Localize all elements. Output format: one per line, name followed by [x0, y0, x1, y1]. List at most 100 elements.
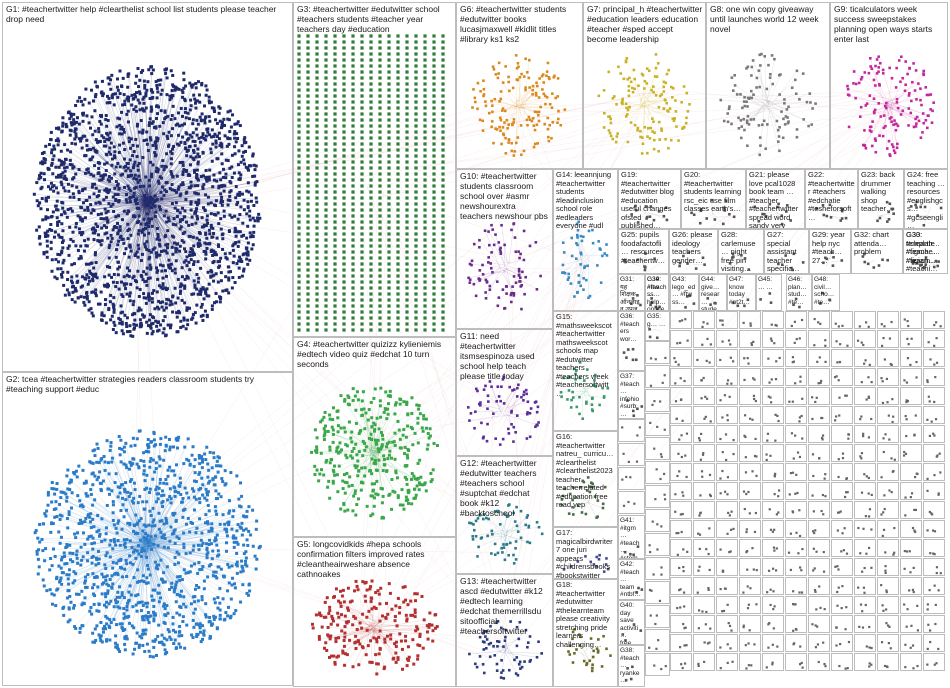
graph-edge	[136, 524, 144, 545]
graph-edge	[145, 201, 152, 324]
graph-edge	[151, 438, 189, 546]
graph-edge	[116, 197, 151, 258]
graph-edge	[57, 204, 152, 218]
graph-edge	[105, 542, 151, 556]
graph-edge	[86, 481, 143, 548]
graph-edge	[148, 458, 152, 549]
graph-edge	[139, 180, 147, 205]
graph-edge	[142, 95, 207, 207]
graph-edge	[152, 187, 219, 203]
graph-edge	[137, 126, 148, 202]
graph-edge	[92, 547, 144, 634]
graph-edge	[151, 548, 175, 592]
graph-edge	[148, 498, 217, 546]
graph-edge	[57, 206, 148, 211]
graph-edge	[145, 204, 190, 263]
graph-edge	[144, 543, 247, 567]
graph-edge	[118, 201, 147, 204]
graph-edge	[147, 179, 221, 205]
graph-edge	[81, 197, 143, 259]
graph-edge	[149, 456, 202, 540]
graph-edge	[149, 199, 222, 281]
graph-edge	[117, 206, 146, 233]
graph-edge	[129, 175, 150, 201]
graph-edge	[142, 121, 210, 199]
graph-edge	[150, 499, 168, 548]
graph-edge	[142, 542, 237, 549]
graph-edge	[149, 456, 160, 543]
graph-edge	[61, 161, 152, 203]
graph-edge	[146, 465, 217, 548]
graph-edge	[70, 135, 145, 200]
graph-edge	[147, 134, 210, 206]
graph-edge	[142, 150, 194, 201]
graph-edge	[142, 166, 232, 201]
graph-edge	[149, 540, 152, 550]
graph-edge	[149, 546, 208, 555]
graph-edge	[147, 170, 195, 204]
graph-edge	[145, 205, 204, 227]
graph-edge	[147, 506, 242, 547]
graph-edge	[149, 542, 162, 561]
graph-edge	[144, 544, 170, 638]
graph-edge	[146, 203, 165, 251]
graph-edge	[145, 198, 194, 315]
graph-edge	[144, 530, 237, 547]
graph-edge	[116, 126, 146, 207]
graph-edge	[147, 144, 222, 199]
graph-edge	[67, 199, 149, 249]
graph-edge	[146, 205, 178, 245]
graph-edge	[147, 463, 184, 544]
graph-edge	[149, 204, 181, 294]
graph-edge	[151, 528, 233, 548]
graph-edge	[148, 547, 257, 560]
graph-edge	[134, 151, 148, 202]
graph-edge	[144, 460, 154, 547]
graph-edge	[89, 149, 153, 198]
graph-edge	[67, 542, 144, 591]
graph-edge	[55, 202, 149, 207]
graph-edge	[148, 205, 223, 250]
graph-edge	[56, 176, 150, 199]
graph-edge	[146, 108, 151, 206]
graph-edge	[147, 201, 158, 292]
graph-edge	[138, 86, 144, 201]
graph-edge	[139, 496, 153, 543]
graph-edge	[149, 129, 213, 201]
graph-edge	[151, 465, 191, 547]
graph-edge	[144, 97, 183, 199]
graph-edge	[144, 92, 184, 201]
graph-edge	[54, 203, 152, 238]
graph-edge	[45, 201, 148, 234]
graph-edge	[142, 197, 161, 325]
graph-edge	[106, 539, 144, 640]
graph-edge	[148, 513, 173, 541]
graph-edge	[145, 198, 233, 278]
graph-edge	[148, 123, 185, 205]
graph-edge	[148, 139, 206, 202]
graph-edge	[85, 541, 146, 581]
graph-edge	[97, 515, 150, 540]
graph-edge	[144, 97, 158, 203]
graph-edge	[146, 200, 245, 254]
graph-edge	[150, 200, 195, 281]
graph-edge	[112, 458, 148, 542]
graph-edge	[145, 177, 148, 201]
graph-edge	[131, 104, 144, 199]
graph-edge	[148, 546, 213, 559]
graph-edge	[48, 200, 149, 218]
graph-edge	[123, 200, 151, 240]
graph-edge	[152, 195, 181, 206]
graph-edge	[135, 187, 144, 203]
graph-edge	[148, 545, 231, 618]
graph-edge	[148, 84, 194, 199]
graph-edge	[149, 184, 256, 204]
graph-edge	[146, 109, 152, 204]
graph-edge	[147, 533, 174, 549]
graph-edge	[132, 542, 148, 626]
graph-edge	[149, 513, 174, 548]
graph-edge	[86, 145, 151, 201]
graph-edge	[152, 457, 220, 544]
graph-edge	[146, 166, 163, 199]
graph-edge	[99, 204, 150, 242]
